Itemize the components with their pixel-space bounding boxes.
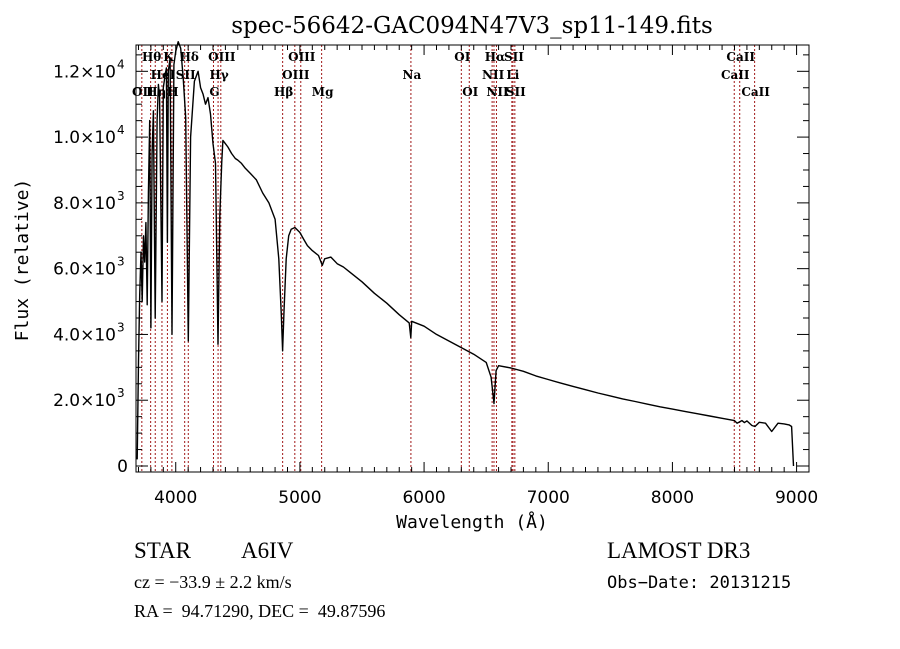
y-tick-label: 0 [117,457,128,477]
y-tick-label: 4.0×10 [53,325,116,345]
chart-title: spec-56642-GAC094N47V3_sp11-149.fits [231,13,713,39]
y-tick-label: 8.0×10 [53,194,116,214]
marker-label: K [163,50,174,64]
marker-label: OIII [288,50,316,64]
y-axis: 02.0×10 34.0×10 36.0×10 38.0×10 31.0×10 41.2×… [53,54,809,477]
x-axis: 4000 5000 6000 7000 8000 9000 [137,45,818,508]
object-class: STAR [134,538,191,563]
marker-label: NII [482,68,505,82]
marker-label: Hδ [180,50,199,64]
x-tick-label: 9000 [775,488,818,508]
marker-label: SII [176,68,196,82]
plot-frame [135,44,810,473]
flux-series-line [136,41,795,467]
marker-label: Hη [146,85,166,99]
marker-label: Hγ [209,68,228,82]
x-tick-label: 6000 [402,488,445,508]
x-axis-label: Wavelength (Å) [396,511,548,533]
marker-label: G [209,85,219,99]
marker-label: Hβ [274,85,293,99]
spectral-subclass: A6IV [241,538,294,563]
y-tick-label: 2.0×10 [53,391,116,411]
marker-label: Hθ [142,50,161,64]
y-axis-label: Flux (relative) [12,179,33,342]
y-tick-exponent: 3 [117,320,125,334]
marker-label: OIII [282,68,310,82]
survey-name: LAMOST DR3 [607,538,751,563]
y-tick-exponent: 3 [117,255,125,269]
marker-label: SII [504,50,524,64]
marker-label: OI [454,50,470,64]
marker-label: OIII [208,50,236,64]
marker-label: Na [403,68,422,82]
y-tick-exponent: 4 [117,57,125,71]
redshift-readout: cz = −33.9 ± 2.2 km/s [134,572,292,592]
marker-label: OI [462,85,478,99]
x-tick-label: 5000 [278,488,321,508]
marker-label: H [167,85,178,99]
marker-label: CaII [726,50,755,64]
y-tick-label: 1.2×10 [53,62,116,82]
observation-date: Obs−Date: 20131215 [607,573,792,593]
marker-label: CaII [741,85,770,99]
marker-label: CaII [721,68,750,82]
line-marker-labels: OIIHθHηHeIKHSIIHδGHγOIIIHβOIIIOIIIMgNaOI… [132,50,770,99]
coordinates-readout: RA = 94.71290, DEC = 49.87596 [134,601,386,621]
x-tick-label: 8000 [651,488,694,508]
y-tick-label: 6.0×10 [53,260,116,280]
marker-label: Li [506,68,519,82]
y-tick-label: 1.0×10 [53,128,116,148]
y-tick-exponent: 3 [117,386,125,400]
marker-label: NII [486,85,509,99]
x-tick-label: 7000 [527,488,570,508]
marker-label: HeI [151,68,176,82]
marker-label: SII [506,85,526,99]
x-tick-label: 4000 [154,488,197,508]
y-tick-exponent: 4 [117,123,125,137]
y-tick-exponent: 3 [117,189,125,203]
marker-label: Mg [312,85,334,99]
marker-label: OII [132,85,154,99]
marker-label: Hα [485,50,506,64]
